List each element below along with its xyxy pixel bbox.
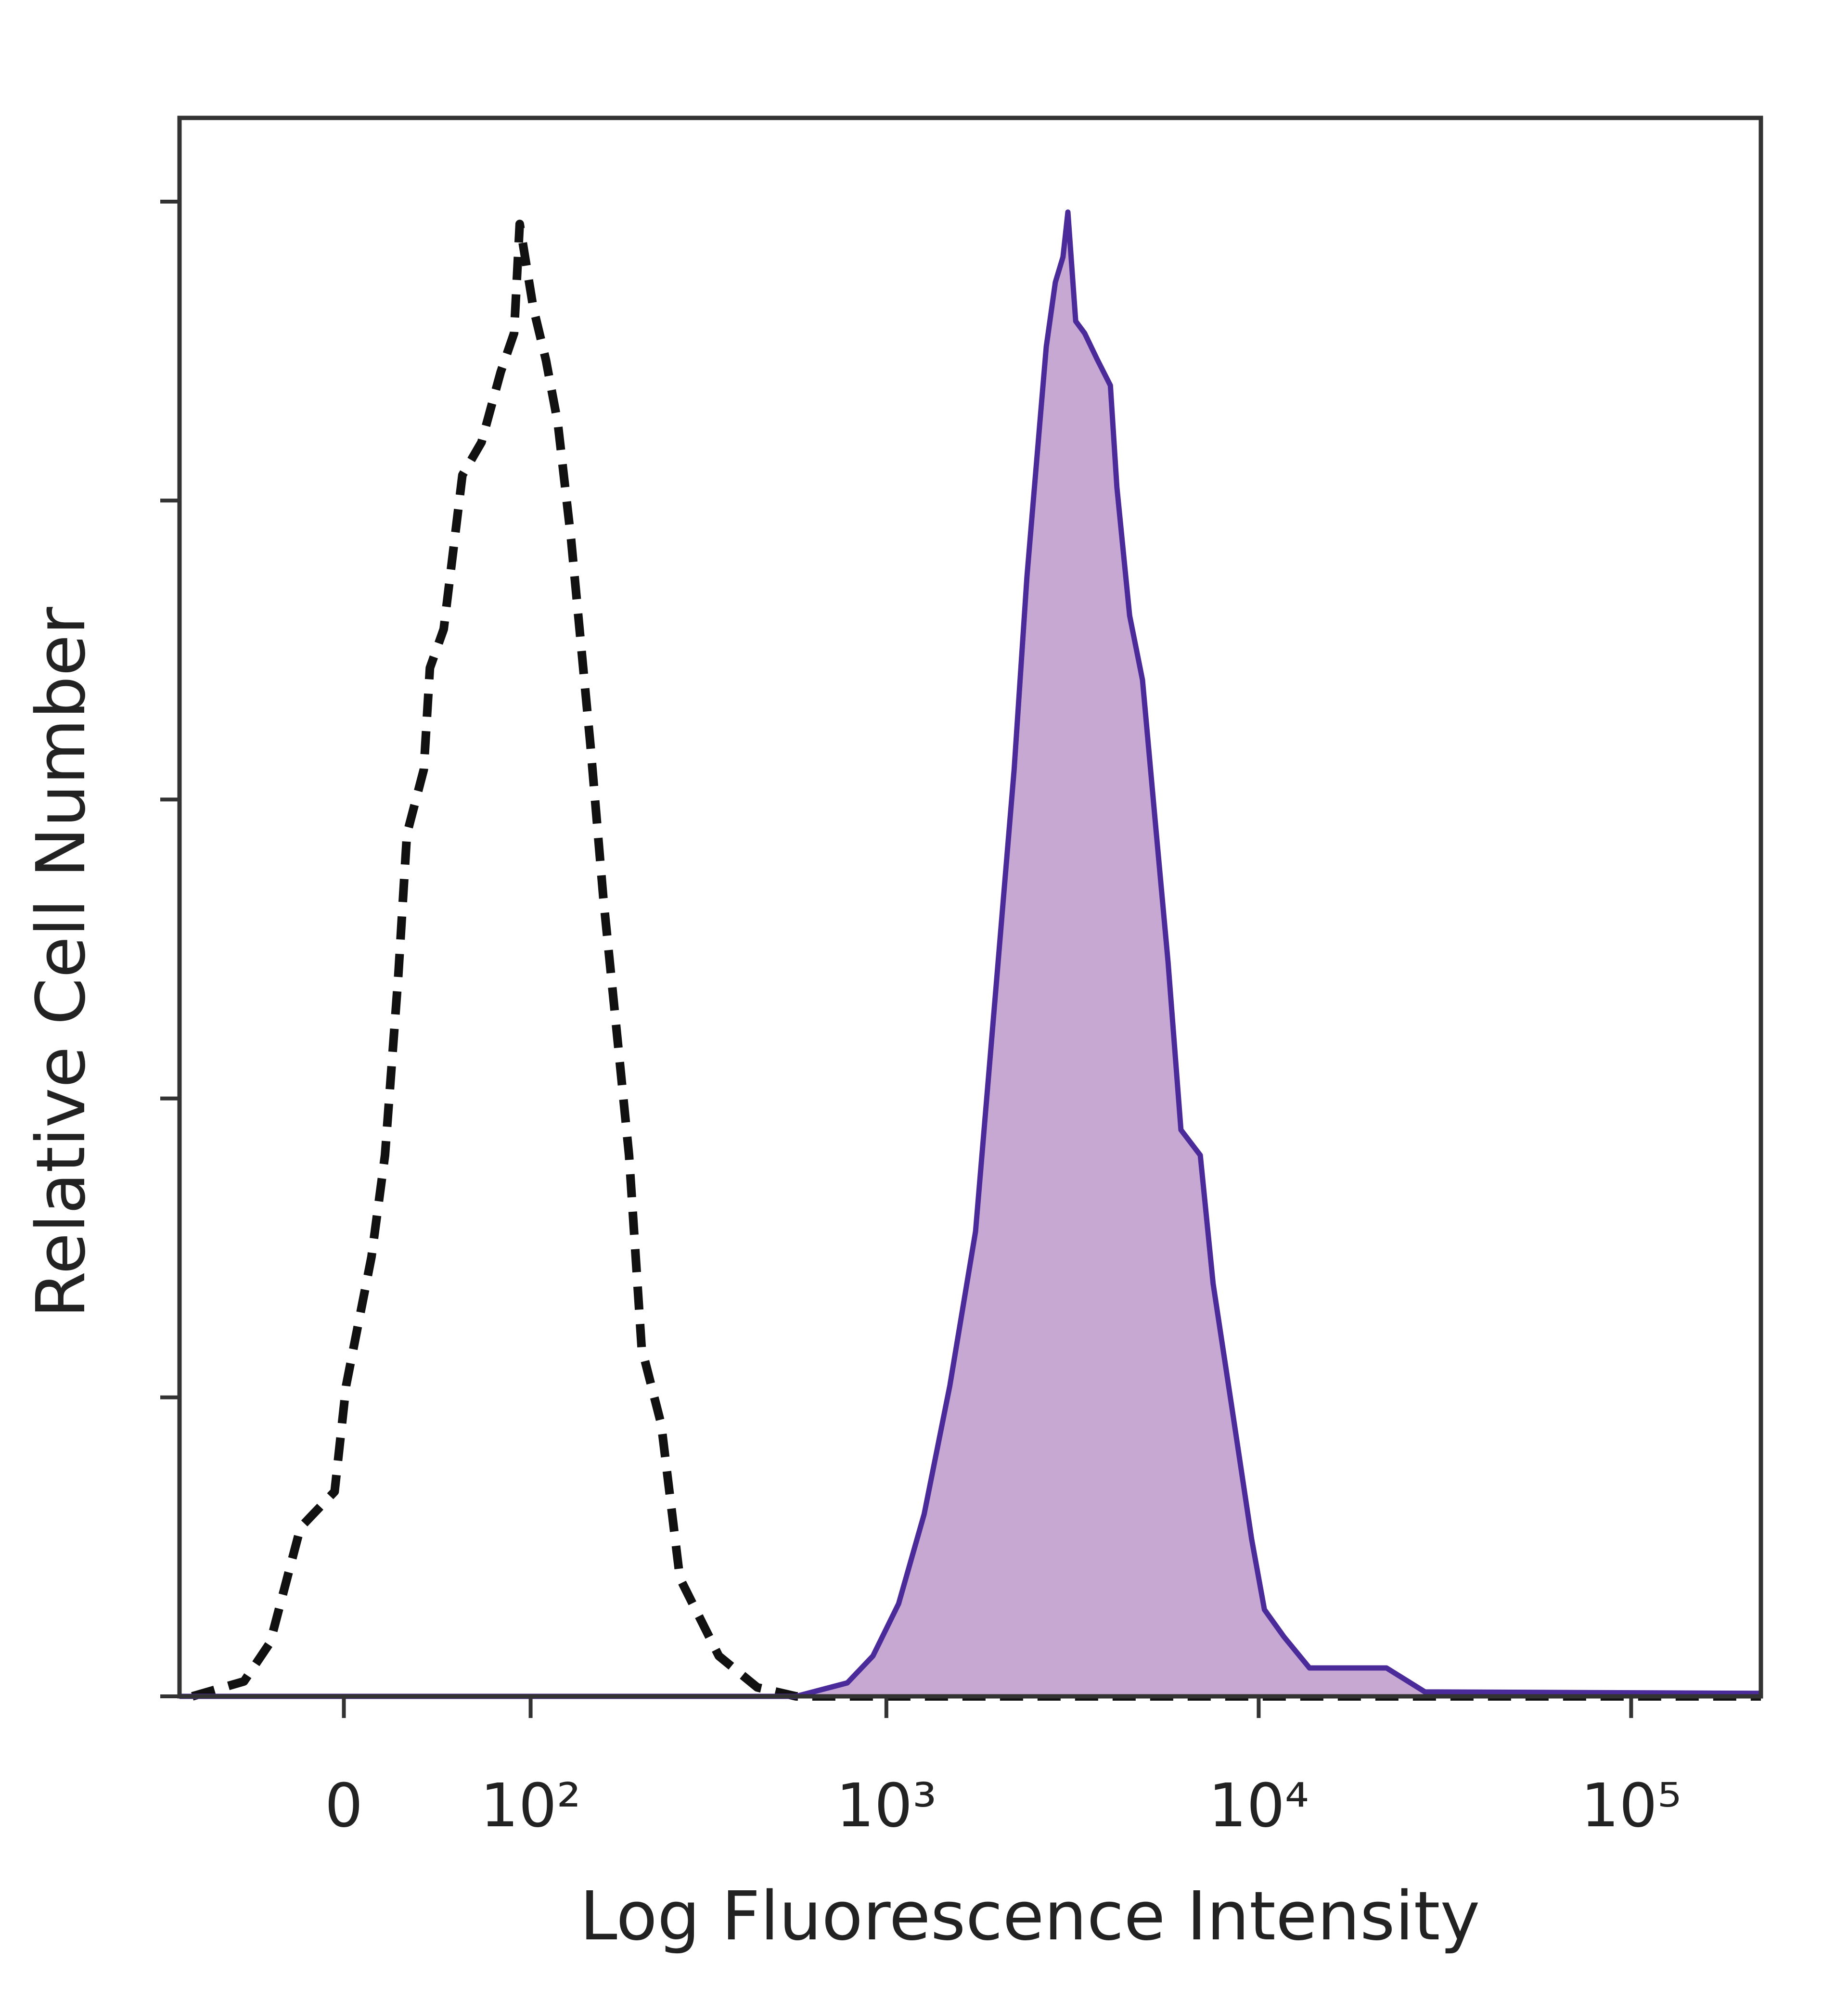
- x-axis-label: Log Fluorescence Intensity: [580, 1877, 1480, 1956]
- x-tick-label: 10²: [480, 1771, 581, 1841]
- histogram-area: [180, 212, 1761, 1697]
- plot-frame: [177, 115, 1763, 1699]
- x-tick-label: 10⁴: [1208, 1771, 1309, 1841]
- plot-area: [180, 209, 1761, 1701]
- dashed-histogram-line: [191, 219, 1761, 1701]
- x-tick-label: 0: [325, 1771, 363, 1841]
- y-axis-label: Relative Cell Number: [22, 607, 101, 1318]
- x-tick-label: 10³: [836, 1771, 937, 1841]
- x-tick-label: 10⁵: [1581, 1771, 1681, 1841]
- histogram-line: [180, 209, 1761, 1699]
